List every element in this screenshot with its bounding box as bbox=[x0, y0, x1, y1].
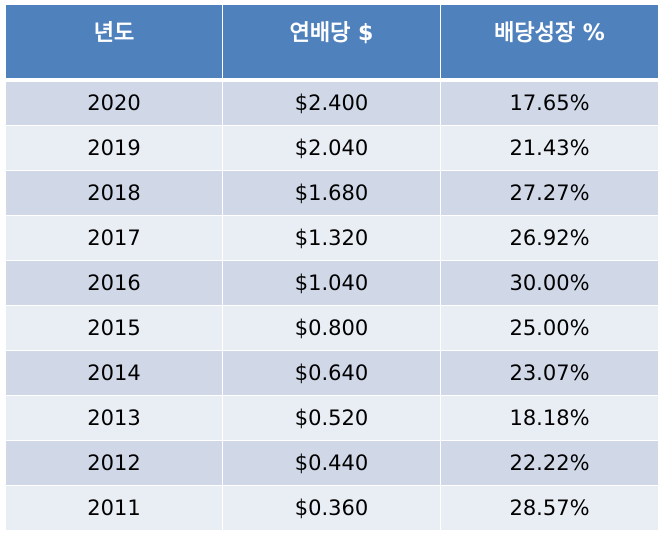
table-row: 2014 $0.640 23.07% bbox=[5, 349, 659, 396]
table-row: 2019 $2.040 21.43% bbox=[5, 124, 659, 171]
year-cell: 2016 bbox=[5, 259, 223, 306]
year-cell: 2020 bbox=[5, 79, 223, 126]
header-year: 년도 bbox=[5, 5, 223, 82]
table-row: 2012 $0.440 22.22% bbox=[5, 439, 659, 486]
growth-cell: 28.57% bbox=[440, 484, 659, 531]
dividend-cell: $2.040 bbox=[222, 124, 441, 171]
dividend-cell: $0.800 bbox=[222, 304, 441, 351]
dividend-cell: $1.320 bbox=[222, 214, 441, 261]
year-cell: 2017 bbox=[5, 214, 223, 261]
table-row: 2020 $2.400 17.65% bbox=[5, 79, 659, 126]
growth-cell: 27.27% bbox=[440, 169, 659, 216]
dividend-table: 년도 연배당 $ 배당성장 % 2020 $2.400 17.65% 2019 … bbox=[5, 5, 659, 531]
growth-cell: 25.00% bbox=[440, 304, 659, 351]
growth-cell: 18.18% bbox=[440, 394, 659, 441]
year-cell: 2012 bbox=[5, 439, 223, 486]
year-cell: 2019 bbox=[5, 124, 223, 171]
header-annual-dividend: 연배당 $ bbox=[222, 5, 441, 82]
dividend-cell: $1.040 bbox=[222, 259, 441, 306]
growth-cell: 21.43% bbox=[440, 124, 659, 171]
year-cell: 2018 bbox=[5, 169, 223, 216]
dividend-cell: $0.520 bbox=[222, 394, 441, 441]
growth-cell: 30.00% bbox=[440, 259, 659, 306]
header-row: 년도 연배당 $ 배당성장 % bbox=[5, 5, 659, 82]
dividend-cell: $0.440 bbox=[222, 439, 441, 486]
table-row: 2016 $1.040 30.00% bbox=[5, 259, 659, 306]
table-row: 2017 $1.320 26.92% bbox=[5, 214, 659, 261]
growth-cell: 17.65% bbox=[440, 79, 659, 126]
dividend-cell: $0.360 bbox=[222, 484, 441, 531]
year-cell: 2013 bbox=[5, 394, 223, 441]
growth-cell: 22.22% bbox=[440, 439, 659, 486]
dividend-cell: $2.400 bbox=[222, 79, 441, 126]
growth-cell: 23.07% bbox=[440, 349, 659, 396]
table-row: 2018 $1.680 27.27% bbox=[5, 169, 659, 216]
year-cell: 2011 bbox=[5, 484, 223, 531]
header-dividend-growth: 배당성장 % bbox=[440, 5, 659, 82]
dividend-cell: $0.640 bbox=[222, 349, 441, 396]
year-cell: 2015 bbox=[5, 304, 223, 351]
table-row: 2015 $0.800 25.00% bbox=[5, 304, 659, 351]
year-cell: 2014 bbox=[5, 349, 223, 396]
table-row: 2013 $0.520 18.18% bbox=[5, 394, 659, 441]
table-row: 2011 $0.360 28.57% bbox=[5, 484, 659, 531]
growth-cell: 26.92% bbox=[440, 214, 659, 261]
dividend-cell: $1.680 bbox=[222, 169, 441, 216]
dividend-table-container: 년도 연배당 $ 배당성장 % 2020 $2.400 17.65% 2019 … bbox=[5, 5, 659, 532]
